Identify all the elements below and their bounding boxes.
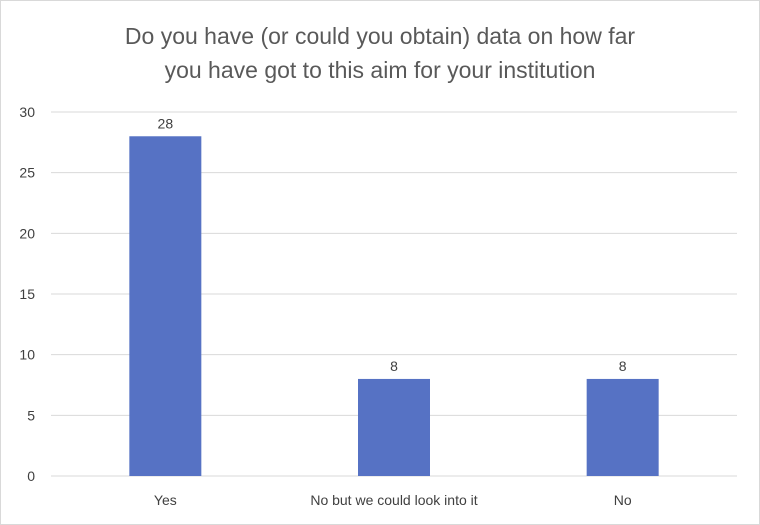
chart-title: Do you have (or could you obtain) data o… [124, 23, 636, 83]
y-tick-label-10: 10 [19, 347, 35, 363]
y-tick-label-0: 0 [27, 468, 35, 484]
category-label-0: Yes [154, 492, 177, 508]
data-label-1: 8 [390, 358, 398, 374]
bar-0 [129, 136, 202, 476]
category-label-2: No [614, 492, 632, 508]
y-tick-label-30: 30 [19, 104, 35, 120]
y-tick-label-15: 15 [19, 286, 35, 302]
bar-2 [586, 378, 659, 476]
category-label-1: No but we could look into it [310, 492, 477, 508]
y-tick-label-20: 20 [19, 225, 35, 241]
data-label-2: 8 [619, 358, 627, 374]
y-tick-label-25: 25 [19, 165, 35, 181]
bar-1 [358, 378, 430, 476]
y-tick-label-5: 5 [27, 407, 35, 423]
data-label-0: 28 [158, 115, 174, 131]
